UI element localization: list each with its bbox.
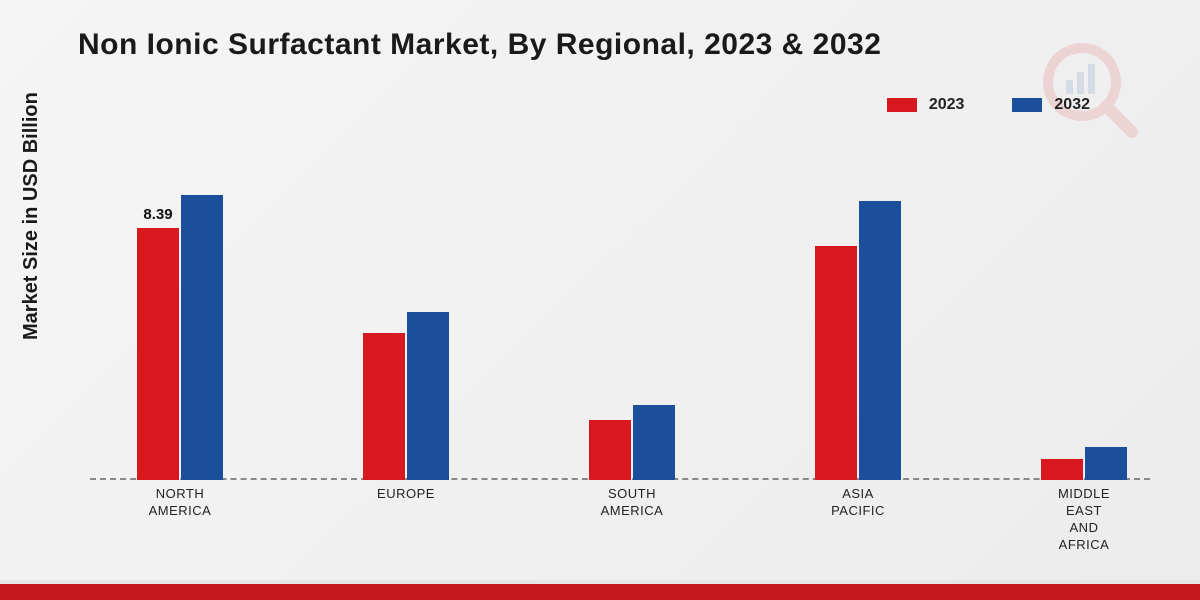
bar-group-ap bbox=[815, 201, 901, 480]
bar-2032-sa bbox=[633, 405, 675, 480]
bar-value-label: 8.39 bbox=[143, 206, 172, 223]
legend: 2023 2032 bbox=[887, 96, 1090, 114]
bar-2023-mea bbox=[1041, 459, 1083, 480]
bar-2023-na: 8.39 bbox=[137, 228, 179, 480]
bar-2032-na bbox=[181, 195, 223, 480]
x-label-eu: EUROPE bbox=[346, 486, 466, 503]
bar-group-mea bbox=[1041, 447, 1127, 480]
legend-label-2023: 2023 bbox=[929, 96, 965, 114]
bar-2032-ap bbox=[859, 201, 901, 480]
footer-bar bbox=[0, 584, 1200, 600]
watermark-icon bbox=[1040, 40, 1140, 140]
watermark-logo bbox=[1040, 40, 1140, 140]
bar-2032-mea bbox=[1085, 447, 1127, 480]
legend-swatch-2023 bbox=[887, 98, 917, 112]
bar-group-eu bbox=[363, 312, 449, 480]
chart-page: Non Ionic Surfactant Market, By Regional… bbox=[0, 0, 1200, 600]
chart-title: Non Ionic Surfactant Market, By Regional… bbox=[78, 28, 881, 62]
bar-2032-eu bbox=[407, 312, 449, 480]
legend-item-2032: 2032 bbox=[1012, 96, 1090, 114]
x-label-sa: SOUTHAMERICA bbox=[572, 486, 692, 520]
x-label-na: NORTHAMERICA bbox=[120, 486, 240, 520]
bar-group-na: 8.39 bbox=[137, 195, 223, 480]
legend-label-2032: 2032 bbox=[1054, 96, 1090, 114]
x-label-ap: ASIAPACIFIC bbox=[798, 486, 918, 520]
legend-swatch-2032 bbox=[1012, 98, 1042, 112]
bar-2023-sa bbox=[589, 420, 631, 480]
bar-2023-ap bbox=[815, 246, 857, 480]
legend-item-2023: 2023 bbox=[887, 96, 965, 114]
bar-group-sa bbox=[589, 405, 675, 480]
bar-2023-eu bbox=[363, 333, 405, 480]
x-label-mea: MIDDLEEASTANDAFRICA bbox=[1024, 486, 1144, 554]
y-axis-label: Market Size in USD Billion bbox=[20, 92, 43, 340]
plot-area: 8.39 bbox=[90, 150, 1150, 480]
